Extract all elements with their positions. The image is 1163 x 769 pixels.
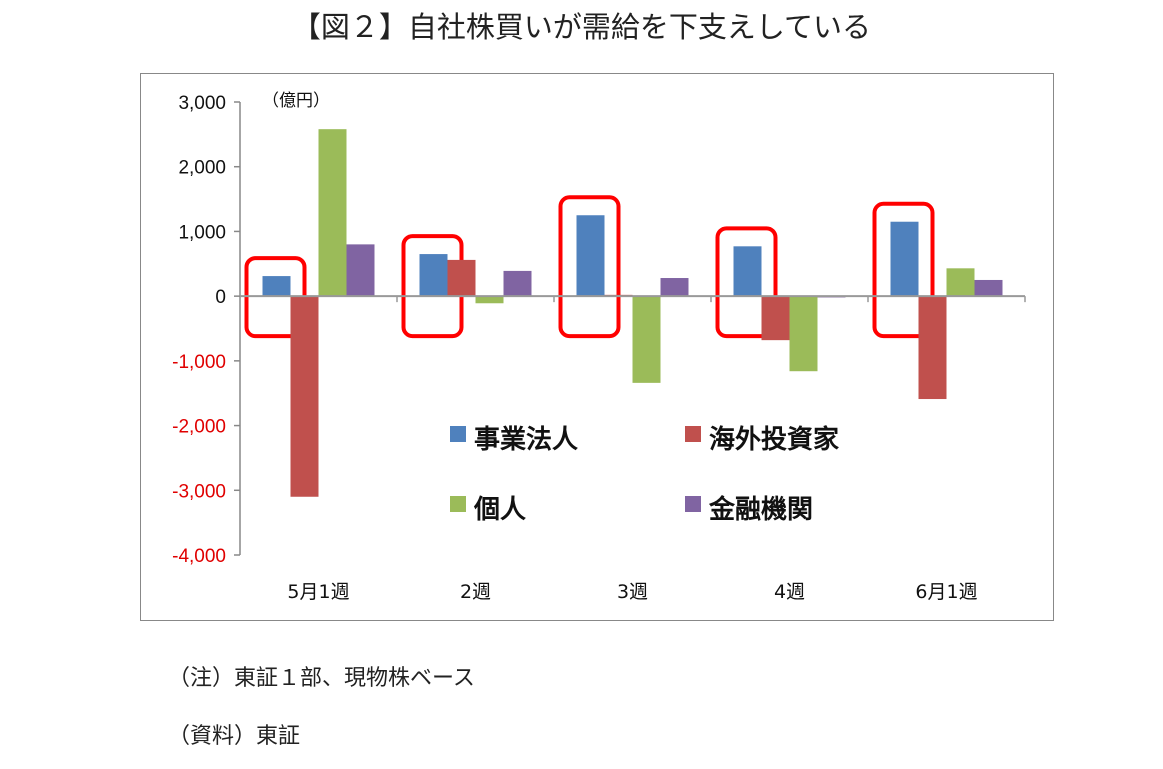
bar-2-2 bbox=[632, 296, 661, 383]
y-tick-label: 0 bbox=[215, 287, 226, 308]
highlight-box bbox=[715, 226, 778, 339]
bar-1-0 bbox=[290, 296, 319, 497]
legend-swatch bbox=[685, 426, 701, 442]
legend-swatch bbox=[450, 496, 466, 512]
legend-label: 事業法人 bbox=[474, 425, 578, 455]
legend-swatch bbox=[450, 426, 466, 442]
bar-1-1 bbox=[447, 259, 476, 297]
bar-1-3 bbox=[761, 296, 790, 341]
x-tick-label: 2週 bbox=[460, 581, 491, 603]
bar-2-1 bbox=[475, 296, 504, 304]
note-text: （注）東証１部、現物株ベース bbox=[168, 666, 475, 691]
x-tick-label: 5月1週 bbox=[287, 581, 349, 603]
y-tick-label: 1,000 bbox=[178, 222, 226, 243]
legend-label: 個人 bbox=[473, 495, 526, 525]
bar-1-4 bbox=[918, 296, 947, 400]
bar-3-4 bbox=[974, 279, 1003, 297]
bar-3-0 bbox=[346, 244, 375, 297]
bar-3-1 bbox=[503, 270, 532, 297]
page-title: 【図２】自社株買いが需給を下支えしている bbox=[291, 10, 872, 44]
y-tick-label: -3,000 bbox=[172, 481, 226, 502]
bar-0-2 bbox=[576, 215, 605, 297]
bar-0-0 bbox=[262, 276, 291, 297]
y-tick-label: 2,000 bbox=[178, 158, 226, 179]
bar-0-1 bbox=[419, 254, 448, 297]
x-tick-label: 4週 bbox=[774, 581, 805, 603]
legend-label: 金融機関 bbox=[708, 494, 813, 525]
bar-2-4 bbox=[946, 268, 975, 297]
y-tick-label: -4,000 bbox=[172, 546, 226, 567]
x-tick-label: 6月1週 bbox=[915, 581, 977, 603]
chart-frame bbox=[140, 73, 1054, 621]
y-tick-label: -2,000 bbox=[172, 417, 226, 438]
y-tick-label: 3,000 bbox=[178, 93, 226, 114]
y-tick-label: -1,000 bbox=[172, 352, 226, 373]
bar-3-2 bbox=[660, 278, 689, 297]
source-text: （資料）東証 bbox=[168, 724, 301, 749]
highlight-box bbox=[872, 201, 935, 339]
unit-label: （億円） bbox=[262, 91, 330, 111]
legend-swatch bbox=[685, 496, 701, 512]
bar-0-3 bbox=[733, 246, 762, 297]
bar-2-3 bbox=[789, 296, 818, 372]
highlight-box bbox=[558, 195, 621, 339]
bar-2-0 bbox=[318, 129, 347, 297]
x-tick-label: 3週 bbox=[617, 581, 648, 603]
legend-label: 海外投資家 bbox=[709, 424, 839, 455]
bar-0-4 bbox=[890, 221, 919, 297]
